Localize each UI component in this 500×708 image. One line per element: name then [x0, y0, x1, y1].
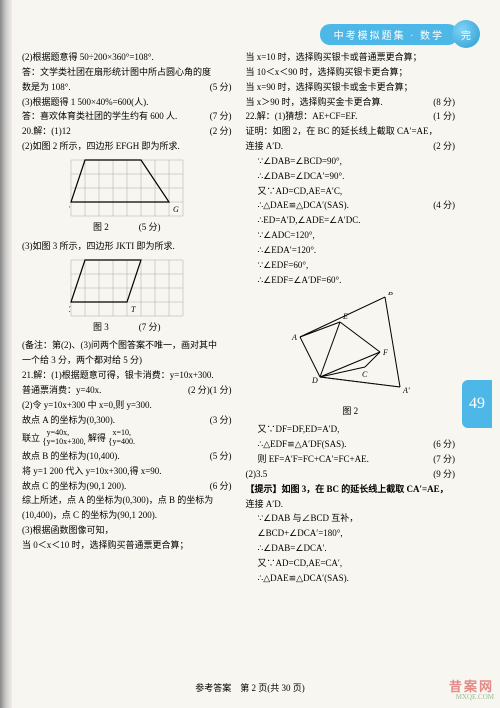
- fig3-label: 图 3: [93, 322, 109, 332]
- fig3-score: (7 分): [139, 322, 161, 332]
- text-line: (2)如图 2 所示，四边形 EFGH 即为所求.: [22, 139, 232, 154]
- figure-2-right: A B E D C F A' 图 2: [246, 292, 456, 419]
- figr2-label: 图 2: [246, 404, 456, 419]
- text-line: ∴△DAE≌△DCA′(SAS).(4 分): [246, 198, 456, 213]
- text-line: (2)3.5(9 分): [246, 467, 456, 482]
- svg-text:H: H: [144, 158, 152, 160]
- text-line: 当 x=90 时，选择购买银卡或金卡更合算；: [246, 80, 456, 95]
- svg-text:A: A: [291, 333, 297, 342]
- svg-text:K: K: [69, 305, 71, 314]
- text-line: (2)令 y=10x+300 中 x=0,则 y=300.: [22, 398, 232, 413]
- fig2-label: 图 2: [93, 222, 109, 232]
- text-line: 数是为 108°.(5 分): [22, 80, 232, 95]
- text-line: (10,400)，点 C 的坐标为(90,1 200).: [22, 508, 232, 523]
- text-line: (3)根据函数图像可知，: [22, 523, 232, 538]
- text-line: 一个给 3 分，两个都对给 5 分): [22, 353, 232, 368]
- text-line: 又∵AD=CD,AE=A′C,: [246, 184, 456, 199]
- text-line: 故点 C 的坐标为(90,1 200).(6 分): [22, 479, 232, 494]
- text-line: ∠BCD+∠DCA′=180°,: [246, 526, 456, 541]
- svg-text:F: F: [382, 348, 388, 357]
- text-line: 【提示】如图 3，在 BC 的延长线上截取 CA′=AE，: [246, 482, 456, 497]
- watermark-cn: 昔案网: [449, 680, 494, 694]
- text-line: ∴∠DAB=∠DCA′.: [246, 541, 456, 556]
- text-line: ∴∠EDF=∠A′DF=60°.: [246, 273, 456, 288]
- svg-text:T: T: [131, 305, 136, 314]
- text-line: 20.解：(1)12(2 分): [22, 124, 232, 139]
- svg-text:E: E: [342, 312, 348, 321]
- text-line: 答：文学类社团在扇形统计图中所占圆心角的度: [22, 65, 232, 80]
- text-line: 普通票消费：y=40x.(2 分): [22, 383, 232, 398]
- figure-2-left: E H F G 图 2 (5 分): [22, 158, 232, 235]
- svg-text:D: D: [311, 376, 318, 385]
- text-line: (2)根据题意得 50÷200×360°=108°.: [22, 50, 232, 65]
- svg-text:C: C: [362, 370, 368, 379]
- badge-text: 中考模拟题集 · 数学: [320, 24, 458, 45]
- page-number-badge: 49: [462, 380, 492, 428]
- text-line: ∴ED=A′D,∠ADE=∠A′DC.: [246, 213, 456, 228]
- text-line: 综上所述，点 A 的坐标为(0,300)，点 B 的坐标为: [22, 493, 232, 508]
- text-line: 证明：如图 2，在 BC 的延长线上截取 CA′=AE，: [246, 124, 456, 139]
- text-line: ∴△DAE≌△DCA′(SAS).: [246, 571, 456, 586]
- text-line: ∴∠EDA′=120°.: [246, 243, 456, 258]
- text-line: 答：喜欢体育类社团的学生约有 600 人.(7 分): [22, 109, 232, 124]
- footer: 参考答案 第 2 页(共 30 页): [0, 681, 500, 694]
- text-line: 故点 B 的坐标为(10,400).(5 分): [22, 449, 232, 464]
- svg-text:J: J: [79, 258, 83, 260]
- text-line: 故点 A 的坐标为(0,300).(3 分): [22, 413, 232, 428]
- figure-3-left: J I K T 图 3 (7 分): [22, 258, 232, 335]
- left-column: (2)根据题意得 50÷200×360°=108°.答：文学类社团在扇形统计图中…: [22, 50, 232, 668]
- badge-circle: 完: [452, 20, 480, 48]
- svg-text:F: F: [69, 205, 70, 214]
- text-line: 当 x=10 时，选择购买银卡或普通票更合算；: [246, 50, 456, 65]
- watermark-en: MXQE.COM: [449, 694, 494, 702]
- text-line: 连接 A′D.(2 分): [246, 139, 456, 154]
- text-line: 又∵AD=CD,AE=CA′,: [246, 556, 456, 571]
- text-line: 当 x＞90 时，选择购买金卡更合算.(8 分): [246, 95, 456, 110]
- svg-text:B: B: [388, 292, 393, 297]
- text-line: (3)如图 3 所示，四边形 JKTI 即为所求.: [22, 239, 232, 254]
- text-line: 联立 {y=40x,y=10x+300, 解得 {x=10,y=400.: [22, 428, 232, 449]
- text-line: 21.解：(1)根据题意可得，银卡消费：y=10x+300.: [22, 368, 232, 383]
- text-line: ∵∠DAB 与∠BCD 互补，: [246, 511, 456, 526]
- text-line: ∵∠EDF=60°,: [246, 258, 456, 273]
- svg-text:I: I: [144, 258, 148, 260]
- text-line: 当 10＜x＜90 时，选择购买银卡更合算；: [246, 65, 456, 80]
- watermark: 昔案网 MXQE.COM: [449, 680, 494, 702]
- right-column: 当 x=10 时，选择购买银卡或普通票更合算；当 10＜x＜90 时，选择购买银…: [246, 50, 456, 668]
- text-line: 又∵DF=DF,ED=A′D,: [246, 422, 456, 437]
- text-line: ∴∠DAB=∠DCA′=90°.: [246, 169, 456, 184]
- svg-text:A': A': [402, 386, 410, 395]
- svg-text:E: E: [78, 158, 84, 160]
- text-line: 将 y=1 200 代入 y=10x+300,得 x=90.: [22, 464, 232, 479]
- text-line: 当 0＜x＜10 时，选择购买普通票更合算；: [22, 538, 232, 553]
- text-line: 22.解：(1)猜想：AE+CF=EF.(1 分): [246, 109, 456, 124]
- svg-text:G: G: [173, 205, 179, 214]
- text-line: (3)根据题得 1 500×40%=600(人).: [22, 95, 232, 110]
- text-line: ∵∠DAB=∠BCD=90°,: [246, 154, 456, 169]
- text-line: 连接 A′D.: [246, 497, 456, 512]
- header-badge: 中考模拟题集 · 数学 完: [320, 20, 480, 48]
- fig2-score: (5 分): [139, 222, 161, 232]
- text-line: ∵∠ADC=120°,: [246, 228, 456, 243]
- text-line: (备注：第(2)、(3)问两个图答案不唯一，画对其中: [22, 338, 232, 353]
- text-line: ∴△EDF≌△A′DF(SAS).(6 分): [246, 437, 456, 452]
- text-line: 则 EF=A′F=FC+CA′=FC+AE.(7 分): [246, 452, 456, 467]
